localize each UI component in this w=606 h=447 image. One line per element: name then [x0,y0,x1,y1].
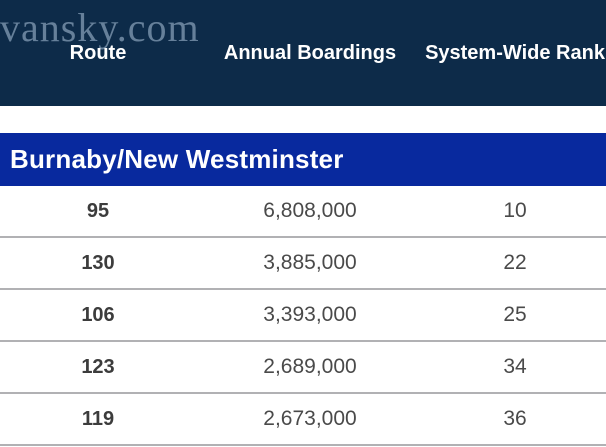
section-title: Burnaby/New Westminster [10,144,344,174]
boardings-cell: 6,808,000 [263,199,357,222]
table-row: 106 3,393,000 25 [0,290,606,342]
boardings-cell: 3,393,000 [263,303,357,326]
header-gap [0,106,606,133]
route-cell: 106 [81,303,115,326]
route-cell: 119 [81,407,115,430]
rank-cell: 36 [503,407,527,430]
rank-cell: 10 [503,199,527,222]
route-cell: 95 [86,199,110,222]
rank-cell: 22 [503,251,527,274]
table-row: 119 2,673,000 36 [0,394,606,446]
table-row: 95 6,808,000 10 [0,186,606,238]
boardings-cell: 2,673,000 [263,407,357,430]
column-header-annual-boardings: Annual Boardings [223,42,397,64]
table-row: 130 3,885,000 22 [0,238,606,290]
column-header-route: Route [69,42,127,64]
route-cell: 123 [81,355,115,378]
table-row: 123 2,689,000 34 [0,342,606,394]
rank-cell: 25 [503,303,527,326]
route-cell: 130 [81,251,115,274]
boardings-cell: 2,689,000 [263,355,357,378]
boardings-cell: 3,885,000 [263,251,357,274]
table-header: vansky.com Route Annual Boardings System… [0,0,606,106]
section-header: Burnaby/New Westminster [0,133,606,186]
table-body: 95 6,808,000 10 130 3,885,000 22 106 3,3… [0,186,606,446]
column-header-system-wide-rank: System-Wide Rank [425,42,605,64]
rank-cell: 34 [503,355,527,378]
